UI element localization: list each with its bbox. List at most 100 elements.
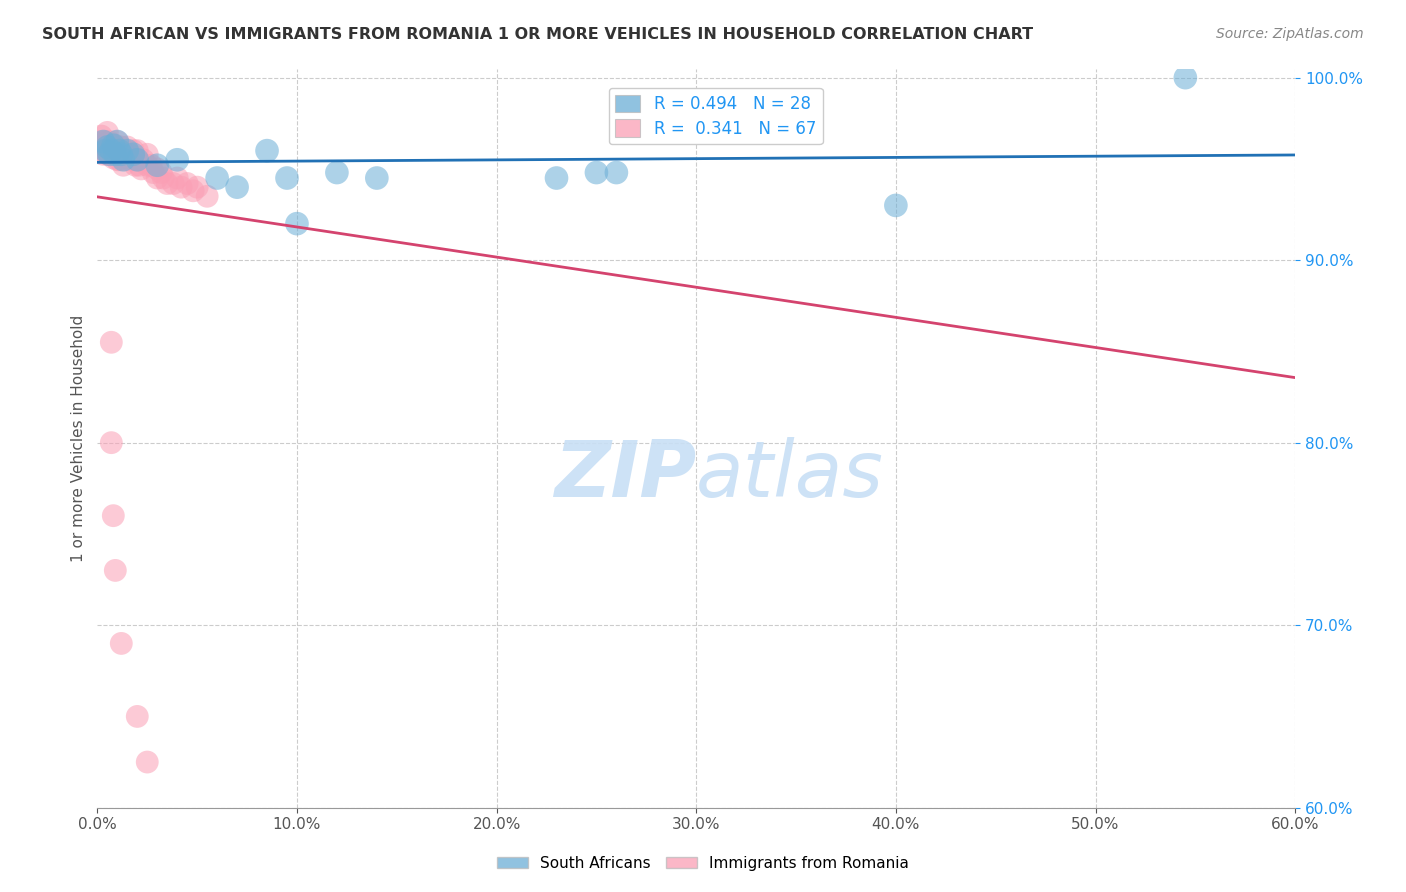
Point	[103, 144, 125, 158]
Point	[103, 508, 125, 523]
Point	[91, 138, 114, 153]
Point	[96, 138, 118, 153]
Point	[605, 165, 627, 179]
Point	[136, 158, 159, 172]
Point	[141, 158, 163, 172]
Point	[90, 144, 112, 158]
Point	[326, 165, 349, 179]
Point	[136, 147, 159, 161]
Point	[122, 147, 145, 161]
Point	[100, 435, 122, 450]
Point	[146, 161, 169, 176]
Point	[128, 158, 150, 172]
Point	[162, 177, 184, 191]
Point	[103, 138, 125, 153]
Point	[90, 129, 112, 144]
Point	[166, 153, 188, 167]
Point	[94, 135, 117, 149]
Point	[96, 125, 118, 139]
Point	[122, 144, 145, 158]
Point	[146, 171, 169, 186]
Point	[884, 198, 907, 212]
Legend: South Africans, Immigrants from Romania: South Africans, Immigrants from Romania	[491, 849, 915, 877]
Y-axis label: 1 or more Vehicles in Household: 1 or more Vehicles in Household	[72, 315, 86, 562]
Point	[100, 144, 122, 158]
Point	[585, 165, 607, 179]
Point	[110, 147, 132, 161]
Point	[114, 147, 136, 161]
Point	[91, 147, 114, 161]
Point	[103, 140, 125, 154]
Point	[136, 755, 159, 769]
Point	[156, 177, 179, 191]
Point	[117, 140, 139, 154]
Point	[181, 184, 204, 198]
Point	[105, 153, 128, 167]
Point	[285, 217, 308, 231]
Point	[98, 147, 121, 161]
Point	[127, 144, 149, 158]
Point	[110, 147, 132, 161]
Point	[96, 140, 118, 154]
Point	[152, 171, 174, 186]
Point	[146, 158, 169, 172]
Point	[105, 144, 128, 158]
Point	[104, 563, 127, 577]
Point	[94, 144, 117, 158]
Point	[132, 153, 155, 167]
Point	[117, 144, 139, 158]
Point	[105, 135, 128, 149]
Point	[1174, 70, 1197, 85]
Point	[94, 144, 117, 158]
Point	[112, 158, 135, 172]
Legend: R = 0.494   N = 28, R =  0.341   N = 67: R = 0.494 N = 28, R = 0.341 N = 67	[609, 88, 823, 145]
Point	[127, 153, 149, 167]
Point	[118, 147, 141, 161]
Point	[170, 180, 193, 194]
Point	[256, 144, 278, 158]
Point	[110, 636, 132, 650]
Point	[91, 135, 114, 149]
Point	[166, 171, 188, 186]
Point	[150, 165, 173, 179]
Point	[104, 147, 127, 161]
Point	[105, 135, 128, 149]
Point	[108, 144, 131, 158]
Point	[127, 709, 149, 723]
Point	[195, 189, 218, 203]
Point	[89, 135, 111, 149]
Point	[129, 161, 152, 176]
Point	[100, 138, 122, 153]
Point	[108, 144, 131, 158]
Point	[120, 151, 142, 165]
Point	[96, 147, 118, 161]
Point	[100, 144, 122, 158]
Text: Source: ZipAtlas.com: Source: ZipAtlas.com	[1216, 27, 1364, 41]
Point	[114, 153, 136, 167]
Point	[98, 135, 121, 149]
Point	[205, 171, 228, 186]
Point	[108, 153, 131, 167]
Text: SOUTH AFRICAN VS IMMIGRANTS FROM ROMANIA 1 OR MORE VEHICLES IN HOUSEHOLD CORRELA: SOUTH AFRICAN VS IMMIGRANTS FROM ROMANIA…	[42, 27, 1033, 42]
Point	[176, 177, 198, 191]
Point	[104, 138, 127, 153]
Point	[100, 147, 122, 161]
Text: atlas: atlas	[696, 437, 884, 513]
Point	[103, 151, 125, 165]
Point	[546, 171, 568, 186]
Point	[124, 158, 146, 172]
Point	[98, 140, 121, 154]
Point	[276, 171, 298, 186]
Point	[110, 140, 132, 154]
Point	[226, 180, 249, 194]
Point	[117, 151, 139, 165]
Point	[100, 335, 122, 350]
Point	[366, 171, 388, 186]
Point	[98, 147, 121, 161]
Point	[127, 153, 149, 167]
Point	[122, 153, 145, 167]
Point	[186, 180, 208, 194]
Text: ZIP: ZIP	[554, 437, 696, 513]
Point	[112, 147, 135, 161]
Point	[104, 147, 127, 161]
